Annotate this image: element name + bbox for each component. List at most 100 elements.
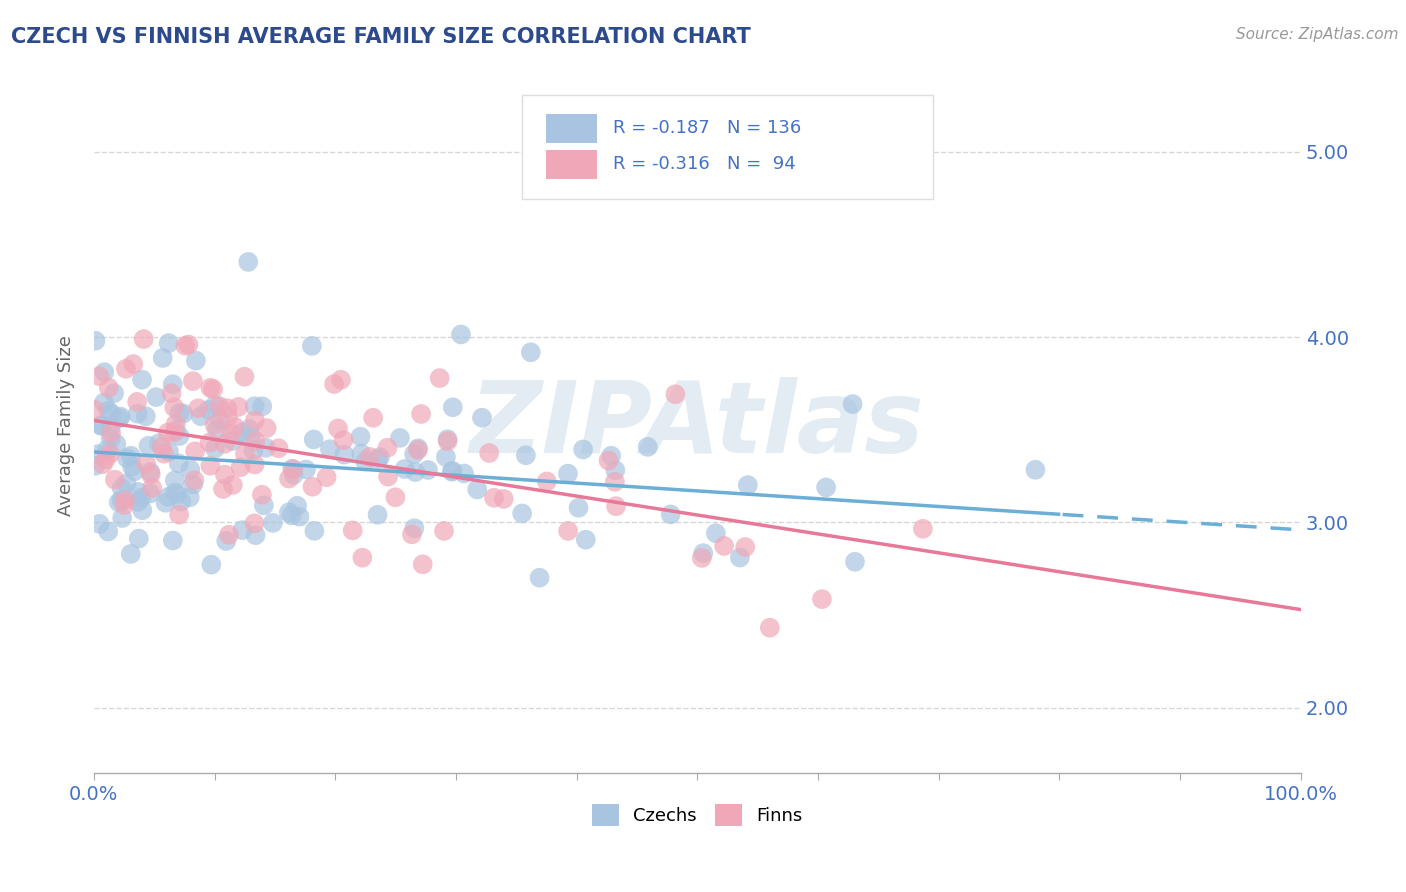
Point [163,474,186,488]
Point [98,447,121,461]
Point [238,255,260,269]
Point [169,429,191,443]
Point [184,353,207,368]
Point [361,410,384,425]
Point [187,401,209,416]
Point [135,409,157,424]
Point [659,508,682,522]
Point [737,478,759,492]
FancyBboxPatch shape [547,113,598,143]
Point [110,492,132,507]
Point [212,482,235,496]
Point [288,509,311,524]
Point [103,386,125,401]
Point [811,592,834,607]
Point [157,444,180,458]
Point [404,447,426,461]
Point [359,450,381,464]
Point [450,327,472,342]
Point [465,483,488,497]
Point [243,413,266,427]
Point [174,339,197,353]
Point [404,521,426,535]
Point [557,467,579,481]
Point [94,452,117,467]
Point [728,550,751,565]
Point [692,546,714,560]
Point [148,436,170,450]
Point [111,481,134,495]
Point [91,458,114,472]
Point [302,433,325,447]
Point [224,420,246,434]
Point [367,452,389,467]
Point [349,430,371,444]
Point [350,446,373,460]
Point [471,410,494,425]
FancyBboxPatch shape [523,95,932,199]
Point [510,507,533,521]
Point [401,527,423,541]
Point [713,539,735,553]
Point [139,467,162,482]
Point [388,431,411,445]
Point [239,430,262,444]
Point [409,407,432,421]
Point [205,422,228,436]
Point [108,411,131,425]
Point [352,550,374,565]
Point [605,463,627,477]
Point [492,491,515,506]
Point [245,434,267,449]
Point [567,500,589,515]
Point [166,487,188,501]
Point [605,499,627,513]
Point [283,462,305,476]
Point [200,381,222,395]
Point [243,399,266,413]
Point [162,377,184,392]
Point [121,459,143,474]
Point [285,499,308,513]
Point [377,469,399,483]
Point [333,448,356,462]
Point [354,454,377,468]
Point [83,402,105,417]
Point [165,424,187,438]
Point [277,505,299,519]
Point [204,442,226,456]
Point [441,464,464,478]
Point [394,462,416,476]
Point [242,443,264,458]
Point [315,470,337,484]
Point [170,494,193,508]
Point [97,403,120,417]
Point [160,386,183,401]
Point [127,395,149,409]
Point [254,441,277,455]
Point [759,621,782,635]
Point [228,400,250,414]
Point [332,433,354,447]
Point [436,432,458,446]
Point [97,381,120,395]
Point [208,399,231,413]
Point [181,374,204,388]
Point [278,472,301,486]
Point [281,508,304,523]
Point [434,450,457,464]
Point [153,447,176,461]
Point [139,465,162,479]
Point [301,339,323,353]
Point [89,369,111,384]
Point [231,523,253,537]
Point [214,467,236,482]
Point [844,555,866,569]
Point [198,435,221,450]
Point [515,448,537,462]
Point [84,458,107,473]
Point [157,490,180,504]
Point [197,402,219,417]
Point [572,442,595,457]
Point [557,524,579,538]
